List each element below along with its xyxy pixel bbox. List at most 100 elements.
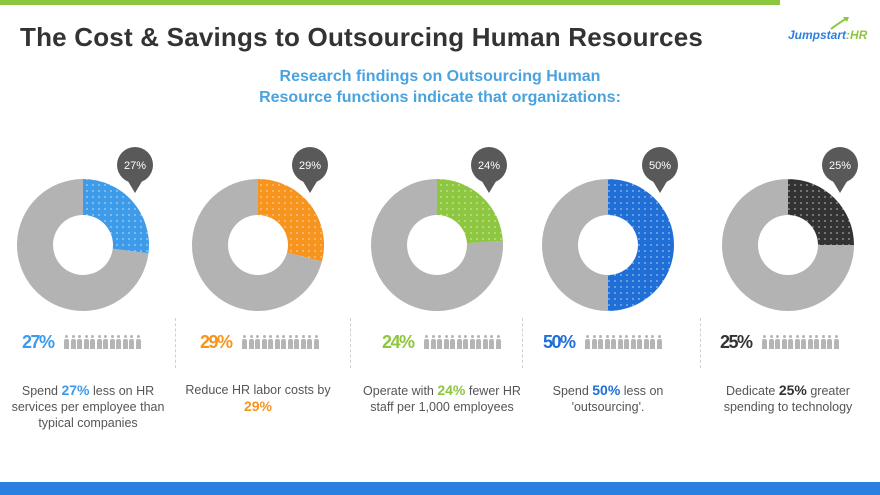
person-icon bbox=[307, 335, 312, 349]
person-icon bbox=[630, 335, 636, 349]
donut-remainder-1 bbox=[17, 179, 149, 311]
person-icon bbox=[617, 335, 623, 349]
column-divider-4 bbox=[700, 318, 701, 368]
person-icon bbox=[274, 335, 280, 349]
person-icon bbox=[90, 335, 95, 349]
person-icon bbox=[64, 335, 69, 349]
person-icon bbox=[807, 335, 813, 349]
person-icon bbox=[96, 335, 102, 349]
description-4: Spend 50% less on 'outsourcing'. bbox=[528, 382, 688, 415]
stat-percent-1: 27% bbox=[22, 332, 55, 352]
callout-marker-1: 27% bbox=[117, 147, 153, 193]
person-icon bbox=[437, 335, 442, 349]
description-highlight: 29% bbox=[243, 398, 273, 414]
callout-marker-4: 50% bbox=[642, 147, 678, 193]
donut-segment-1 bbox=[83, 179, 149, 254]
description-3: Operate with 24% fewer HR staff per 1,00… bbox=[362, 382, 522, 415]
person-icon bbox=[495, 335, 501, 349]
person-icon bbox=[313, 335, 319, 349]
logo-text-main: Jumpstart bbox=[788, 28, 847, 42]
person-icon bbox=[456, 335, 462, 349]
person-icon bbox=[129, 335, 134, 349]
callout-label-5: 25% bbox=[829, 160, 851, 172]
person-icon bbox=[768, 335, 774, 349]
donut-segment-3 bbox=[437, 179, 503, 244]
person-icon bbox=[294, 335, 299, 349]
description-5: Dedicate 25% greater spending to technol… bbox=[708, 382, 868, 415]
person-icon bbox=[585, 335, 590, 349]
jumpstarthr-logo: Jumpstart:HR bbox=[788, 17, 873, 52]
person-icon bbox=[591, 335, 597, 349]
description-text: Spend bbox=[552, 384, 593, 398]
person-icon bbox=[122, 335, 128, 349]
person-icon bbox=[109, 335, 115, 349]
person-icon bbox=[476, 335, 481, 349]
description-1: Spend 27% less on HR services per employ… bbox=[8, 382, 168, 431]
person-icon bbox=[242, 335, 247, 349]
person-icon bbox=[287, 335, 293, 349]
donut-segment-5 bbox=[788, 179, 854, 245]
description-text: Reduce HR labor costs by bbox=[185, 383, 331, 397]
person-icon bbox=[801, 335, 806, 349]
stat-row-3: 24% bbox=[382, 332, 507, 360]
person-icon bbox=[781, 335, 787, 349]
person-icon bbox=[762, 335, 767, 349]
stat-percent-5: 25% bbox=[720, 332, 753, 352]
callout-marker-2: 29% bbox=[292, 147, 328, 193]
person-icon bbox=[650, 335, 655, 349]
person-icon bbox=[489, 335, 494, 349]
person-icon bbox=[827, 335, 832, 349]
person-icon bbox=[482, 335, 488, 349]
person-icon bbox=[611, 335, 616, 349]
person-icon bbox=[443, 335, 449, 349]
donut-remainder-2 bbox=[192, 179, 322, 311]
description-highlight: 27% bbox=[61, 382, 90, 398]
donut-svg: 27% 29% 24% 50% 25% bbox=[17, 147, 858, 311]
person-icon bbox=[424, 335, 429, 349]
person-icon bbox=[833, 335, 839, 349]
person-icon bbox=[281, 335, 286, 349]
donut-remainder-4 bbox=[541, 179, 608, 311]
person-icon bbox=[430, 335, 436, 349]
description-text: greater spending to technology bbox=[723, 384, 853, 414]
donut-charts: 27% 29% 24% 50% 25% bbox=[0, 140, 880, 320]
logo-arrow-icon bbox=[830, 17, 849, 30]
person-icon bbox=[814, 335, 819, 349]
subtitle-line-1: Research findings on Outsourcing Human bbox=[279, 68, 601, 85]
person-icon bbox=[637, 335, 642, 349]
description-text: Spend bbox=[21, 384, 62, 398]
stat-row-4: 50% bbox=[543, 332, 668, 360]
column-divider-1 bbox=[175, 318, 176, 368]
donut-remainder-5 bbox=[721, 179, 854, 311]
description-text: Operate with bbox=[363, 384, 438, 398]
person-icon bbox=[83, 335, 89, 349]
description-text: fewer HR staff per 1,000 employees bbox=[370, 384, 521, 414]
stat-percent-2: 29% bbox=[200, 332, 233, 352]
person-icon bbox=[643, 335, 649, 349]
person-icon bbox=[820, 335, 826, 349]
person-icon bbox=[775, 335, 780, 349]
person-icon bbox=[598, 335, 603, 349]
person-icon bbox=[116, 335, 121, 349]
person-icon bbox=[77, 335, 82, 349]
person-icon bbox=[604, 335, 610, 349]
person-icon bbox=[300, 335, 306, 349]
donut-segment-2 bbox=[258, 179, 324, 262]
stat-row-1: 27% bbox=[22, 332, 147, 360]
callout-marker-3: 24% bbox=[471, 147, 507, 193]
donut-remainder-3 bbox=[370, 179, 503, 311]
stat-row-2: 29% bbox=[200, 332, 325, 360]
callout-label-4: 50% bbox=[649, 160, 671, 172]
person-icon bbox=[135, 335, 141, 349]
description-text: less on HR services per employee than ty… bbox=[11, 384, 165, 430]
callout-label-1: 27% bbox=[124, 160, 146, 172]
person-icon bbox=[248, 335, 254, 349]
person-icon bbox=[450, 335, 455, 349]
callout-label-3: 24% bbox=[478, 160, 500, 172]
description-highlight: 25% bbox=[778, 382, 807, 398]
person-icon bbox=[70, 335, 76, 349]
person-icon bbox=[794, 335, 800, 349]
person-icon bbox=[788, 335, 793, 349]
description-2: Reduce HR labor costs by 29% bbox=[178, 382, 338, 415]
description-text: less on 'outsourcing'. bbox=[571, 384, 664, 414]
